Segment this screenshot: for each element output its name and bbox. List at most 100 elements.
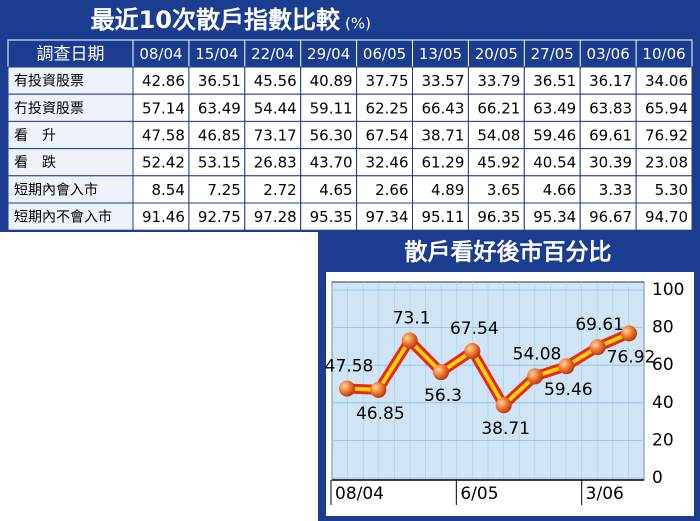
- table-value: 7.25: [207, 181, 240, 199]
- table-cell: [579, 66, 637, 95]
- table-cell: [523, 93, 581, 122]
- table-value: 36.51: [198, 72, 241, 90]
- table-value: 57.14: [142, 99, 185, 117]
- table: 調查日期 08/04 15/04 22/04 29/04 06/05 13/05 20/05 2…: [7, 39, 693, 231]
- table-value: 40.89: [310, 72, 353, 90]
- table-cell: [356, 66, 414, 95]
- table-value: 63.83: [589, 99, 632, 117]
- header-cell: 27/05: [531, 45, 574, 63]
- table-cell: [523, 66, 581, 95]
- data-point: [621, 325, 637, 342]
- row-label: 短期內不會入市: [14, 209, 112, 226]
- table-value: 43.70: [310, 154, 353, 172]
- table-value: 46.85: [198, 127, 241, 145]
- table-cell: [188, 202, 246, 231]
- table-value: 3.65: [487, 181, 520, 199]
- data-label: 59.46: [544, 380, 593, 400]
- row-label: 有投資股票: [14, 74, 84, 90]
- table-value: 97.28: [254, 208, 297, 226]
- table-cell: [635, 120, 693, 150]
- table-value: 97.34: [366, 208, 409, 226]
- data-point: [433, 364, 449, 381]
- table-cell: [412, 120, 469, 150]
- header-cell: 13/05: [419, 45, 462, 63]
- table-value: 40.54: [533, 154, 576, 172]
- table-cell: [7, 120, 134, 150]
- table-value: 52.42: [142, 154, 185, 172]
- data-label: 46.85: [356, 404, 405, 424]
- table-cell: [635, 202, 693, 231]
- table-value: 45.56: [254, 72, 297, 90]
- table-cell: [467, 175, 525, 204]
- table-value: 33.57: [421, 72, 464, 90]
- y-tick-label: 40: [652, 393, 674, 413]
- table-cell: [7, 202, 134, 231]
- table-cell: [635, 66, 693, 95]
- table-value: 73.17: [254, 127, 297, 145]
- table-cell: [412, 202, 469, 231]
- table-cell: [356, 202, 414, 231]
- table-value: 8.54: [151, 181, 184, 199]
- y-tick-label: 0: [652, 468, 663, 488]
- header-cell: 22/04: [251, 45, 294, 63]
- table-cell: [244, 202, 302, 231]
- data-label: 54.08: [513, 344, 562, 364]
- table-value: 95.11: [421, 208, 464, 226]
- y-tick-label: 100: [652, 280, 684, 300]
- row-label: 短期內會入市: [14, 181, 98, 198]
- table-cell: [467, 120, 525, 150]
- chart: 0 20 40 60 80 100 08/04 6/05 3/06 47.58 46.85 73.1 5…: [325, 280, 684, 505]
- table-cell: [635, 148, 693, 177]
- table-value: 4.89: [431, 181, 464, 199]
- table-value: 3.33: [599, 181, 632, 199]
- table-value: 23.08: [645, 154, 688, 172]
- table-value: 34.06: [645, 72, 688, 90]
- table-cell: [356, 120, 414, 150]
- table-value: 36.17: [589, 72, 632, 90]
- table-value: 66.21: [477, 99, 520, 117]
- header-cell: 08/04: [139, 45, 182, 63]
- data-label: 73.1: [393, 308, 431, 328]
- data-point: [558, 358, 575, 375]
- table-value: 59.46: [533, 127, 576, 145]
- table-cell: [579, 202, 637, 231]
- table-value: 69.61: [589, 127, 632, 145]
- header-cell: 調查日期: [37, 45, 105, 65]
- table-cell: [188, 175, 246, 204]
- data-label: 56.3: [424, 386, 462, 406]
- table-value: 67.54: [366, 127, 409, 145]
- table-value: 76.92: [645, 127, 688, 145]
- table-value: 62.25: [366, 99, 409, 117]
- table-value: 95.34: [533, 208, 576, 226]
- table-cell: [523, 202, 581, 231]
- line-highlight: [346, 331, 630, 408]
- table-value: 54.44: [254, 99, 297, 117]
- table-value: 47.58: [142, 127, 185, 145]
- data-point: [464, 343, 481, 360]
- table-value: 42.86: [142, 72, 185, 90]
- y-tick-label: 20: [652, 430, 674, 450]
- table-cell: [244, 120, 302, 150]
- y-tick-label: 60: [652, 355, 674, 375]
- x-tick-label: 3/06: [586, 484, 624, 504]
- x-tick-label: 08/04: [335, 484, 384, 504]
- table-value: 61.29: [421, 154, 464, 172]
- table-value: 59.11: [310, 99, 353, 117]
- header-cell: 29/04: [307, 45, 350, 63]
- header-cell: 15/04: [195, 45, 238, 63]
- data-label: 69.61: [575, 315, 624, 335]
- data-point: [370, 381, 387, 398]
- data-point: [339, 380, 355, 397]
- x-tick-label: 6/05: [460, 484, 498, 504]
- table-value: 92.75: [198, 208, 241, 226]
- data-point: [401, 332, 418, 349]
- table-value: 53.15: [198, 154, 241, 172]
- table-cell: [467, 202, 525, 231]
- table-value: 30.39: [589, 154, 632, 172]
- table-value: 63.49: [198, 99, 241, 117]
- header-cell: 20/05: [475, 45, 518, 63]
- row-label: 冇投資股票: [14, 101, 84, 117]
- table-value: 37.75: [366, 72, 409, 90]
- table-cell: [188, 120, 246, 150]
